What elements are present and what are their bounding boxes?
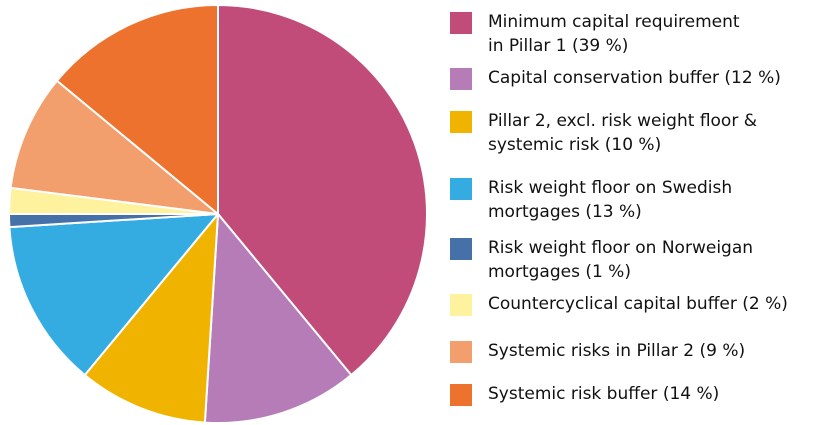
legend-item-systemic-risk-buffer: Systemic risk buffer (14 %): [450, 382, 808, 406]
pie-slice-1: [203, 213, 353, 424]
legend-item-minimum-capital-requirement: Minimum capital requirement in Pillar 1 …: [450, 10, 808, 58]
legend-swatch: [450, 111, 472, 133]
legend-item-capital-conservation-buffer: Capital conservation buffer (12 %): [450, 66, 808, 90]
legend-label: Risk weight floor on Swedish mortgages (…: [488, 178, 733, 222]
legend-item-countercyclical-buffer: Countercyclical capital buffer (2 %): [450, 292, 808, 316]
legend-label: Countercyclical capital buffer (2 %): [488, 294, 788, 314]
legend-swatch: [450, 341, 472, 363]
pie-plot: [8, 4, 428, 424]
pie-slice-7: [55, 4, 219, 215]
legend-item-risk-weight-floor-norwegian: Risk weight floor on Norweigan mortgages…: [450, 236, 808, 284]
legend-swatch: [450, 12, 472, 34]
legend-swatch: [450, 178, 472, 200]
legend-label: Systemic risk buffer (14 %): [488, 384, 720, 404]
legend-item-pillar-2: Pillar 2, excl. risk weight floor & syst…: [450, 109, 808, 157]
legend-item-systemic-risks-pillar-2: Systemic risks in Pillar 2 (9 %): [450, 339, 808, 363]
legend-label: Capital conservation buffer (12 %): [488, 68, 781, 88]
legend-swatch: [450, 238, 472, 260]
legend-item-risk-weight-floor-swedish: Risk weight floor on Swedish mortgages (…: [450, 176, 808, 224]
legend-label: Systemic risks in Pillar 2 (9 %): [488, 341, 746, 361]
legend-swatch: [450, 68, 472, 90]
pie-slice-6: [9, 79, 219, 215]
legend-swatch: [450, 384, 472, 406]
legend-label: Minimum capital requirement in Pillar 1 …: [488, 12, 740, 56]
pie-slice-0: [217, 4, 428, 377]
pie-slice-2: [83, 213, 219, 424]
legend-label: Risk weight floor on Norweigan mortgages…: [488, 238, 754, 282]
pie-slice-3: [8, 213, 219, 377]
legend-swatch: [450, 294, 472, 316]
legend-label: Pillar 2, excl. risk weight floor & syst…: [488, 111, 757, 155]
